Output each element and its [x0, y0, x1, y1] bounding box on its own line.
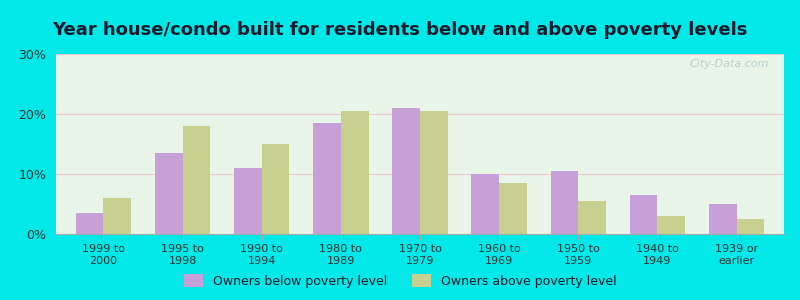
Bar	[420, 111, 448, 234]
Bar	[630, 195, 658, 234]
Bar	[709, 204, 737, 234]
Bar	[471, 174, 499, 234]
Bar	[658, 216, 685, 234]
Bar	[550, 171, 578, 234]
Bar	[392, 108, 420, 234]
Bar	[234, 168, 262, 234]
Legend: Owners below poverty level, Owners above poverty level: Owners below poverty level, Owners above…	[184, 274, 616, 288]
Bar	[499, 183, 527, 234]
Text: Year house/condo built for residents below and above poverty levels: Year house/condo built for residents bel…	[52, 21, 748, 39]
Bar	[103, 198, 131, 234]
Bar	[155, 153, 182, 234]
Bar	[182, 126, 210, 234]
Bar	[578, 201, 606, 234]
Bar	[341, 111, 369, 234]
Bar	[313, 123, 341, 234]
Text: City-Data.com: City-Data.com	[690, 59, 770, 69]
Bar	[262, 144, 290, 234]
Bar	[76, 213, 103, 234]
Bar	[737, 219, 764, 234]
